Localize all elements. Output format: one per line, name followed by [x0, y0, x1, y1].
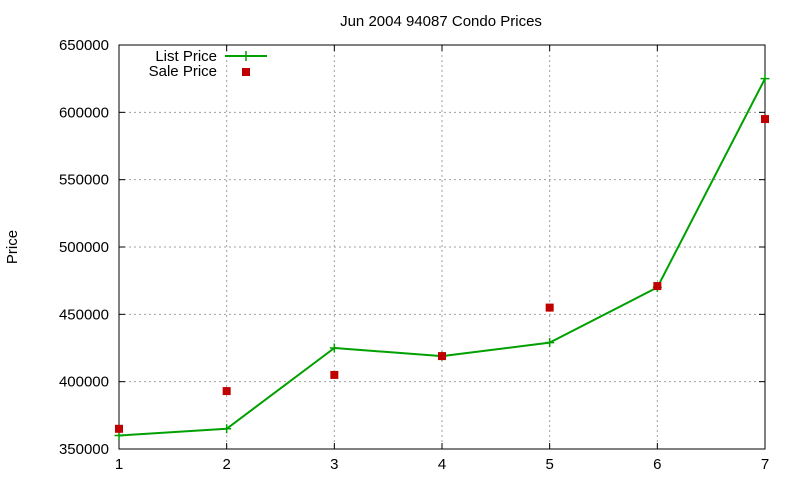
- legend-label-list-price: List Price: [155, 48, 217, 65]
- list-price-point: [760, 74, 770, 84]
- grid-lines: [119, 45, 765, 449]
- legend-plus-marker-list-price: [241, 51, 251, 61]
- list-price-point: [545, 338, 555, 348]
- legend-label-sale-price: Sale Price: [149, 63, 217, 80]
- sale-price-point: [653, 282, 662, 291]
- sale-price-point: [115, 424, 123, 433]
- list-price-point: [329, 343, 339, 353]
- y-tick-label: 350000: [59, 441, 109, 458]
- sale-price-point: [330, 370, 339, 379]
- sale-price-point: [222, 387, 231, 396]
- y-tick-label: 500000: [59, 239, 109, 256]
- y-tick-label: 400000: [59, 374, 109, 391]
- sale-price-point: [438, 352, 446, 361]
- x-tick-label: 4: [438, 456, 446, 473]
- series-group: [114, 74, 770, 441]
- y-axis-label: Price: [4, 230, 21, 264]
- sale-price-point: [545, 303, 554, 312]
- legend: List Price Sale Price: [149, 48, 267, 80]
- y-tick-label: 450000: [59, 306, 109, 323]
- sale-price-point: [761, 115, 769, 124]
- x-tick-label: 5: [545, 456, 553, 473]
- y-tick-label: 650000: [59, 37, 109, 54]
- y-tick-label: 600000: [59, 104, 109, 121]
- x-tick-label: 3: [330, 456, 338, 473]
- legend-marker-sale-price: [242, 68, 250, 76]
- x-tick-label: 1: [115, 456, 123, 473]
- y-tick-label: 550000: [59, 172, 109, 189]
- x-tick-label: 6: [653, 456, 661, 473]
- y-tick-labels: 350000 400000 450000 500000 550000 600000 6500…: [59, 37, 765, 458]
- list-price-point: [222, 424, 232, 434]
- x-tick-label: 7: [761, 456, 769, 473]
- x-tick-labels: 1 2 3 4 5 6 7: [115, 45, 769, 473]
- chart-title: Jun 2004 94087 Condo Prices: [340, 13, 542, 30]
- x-tick-label: 2: [222, 456, 230, 473]
